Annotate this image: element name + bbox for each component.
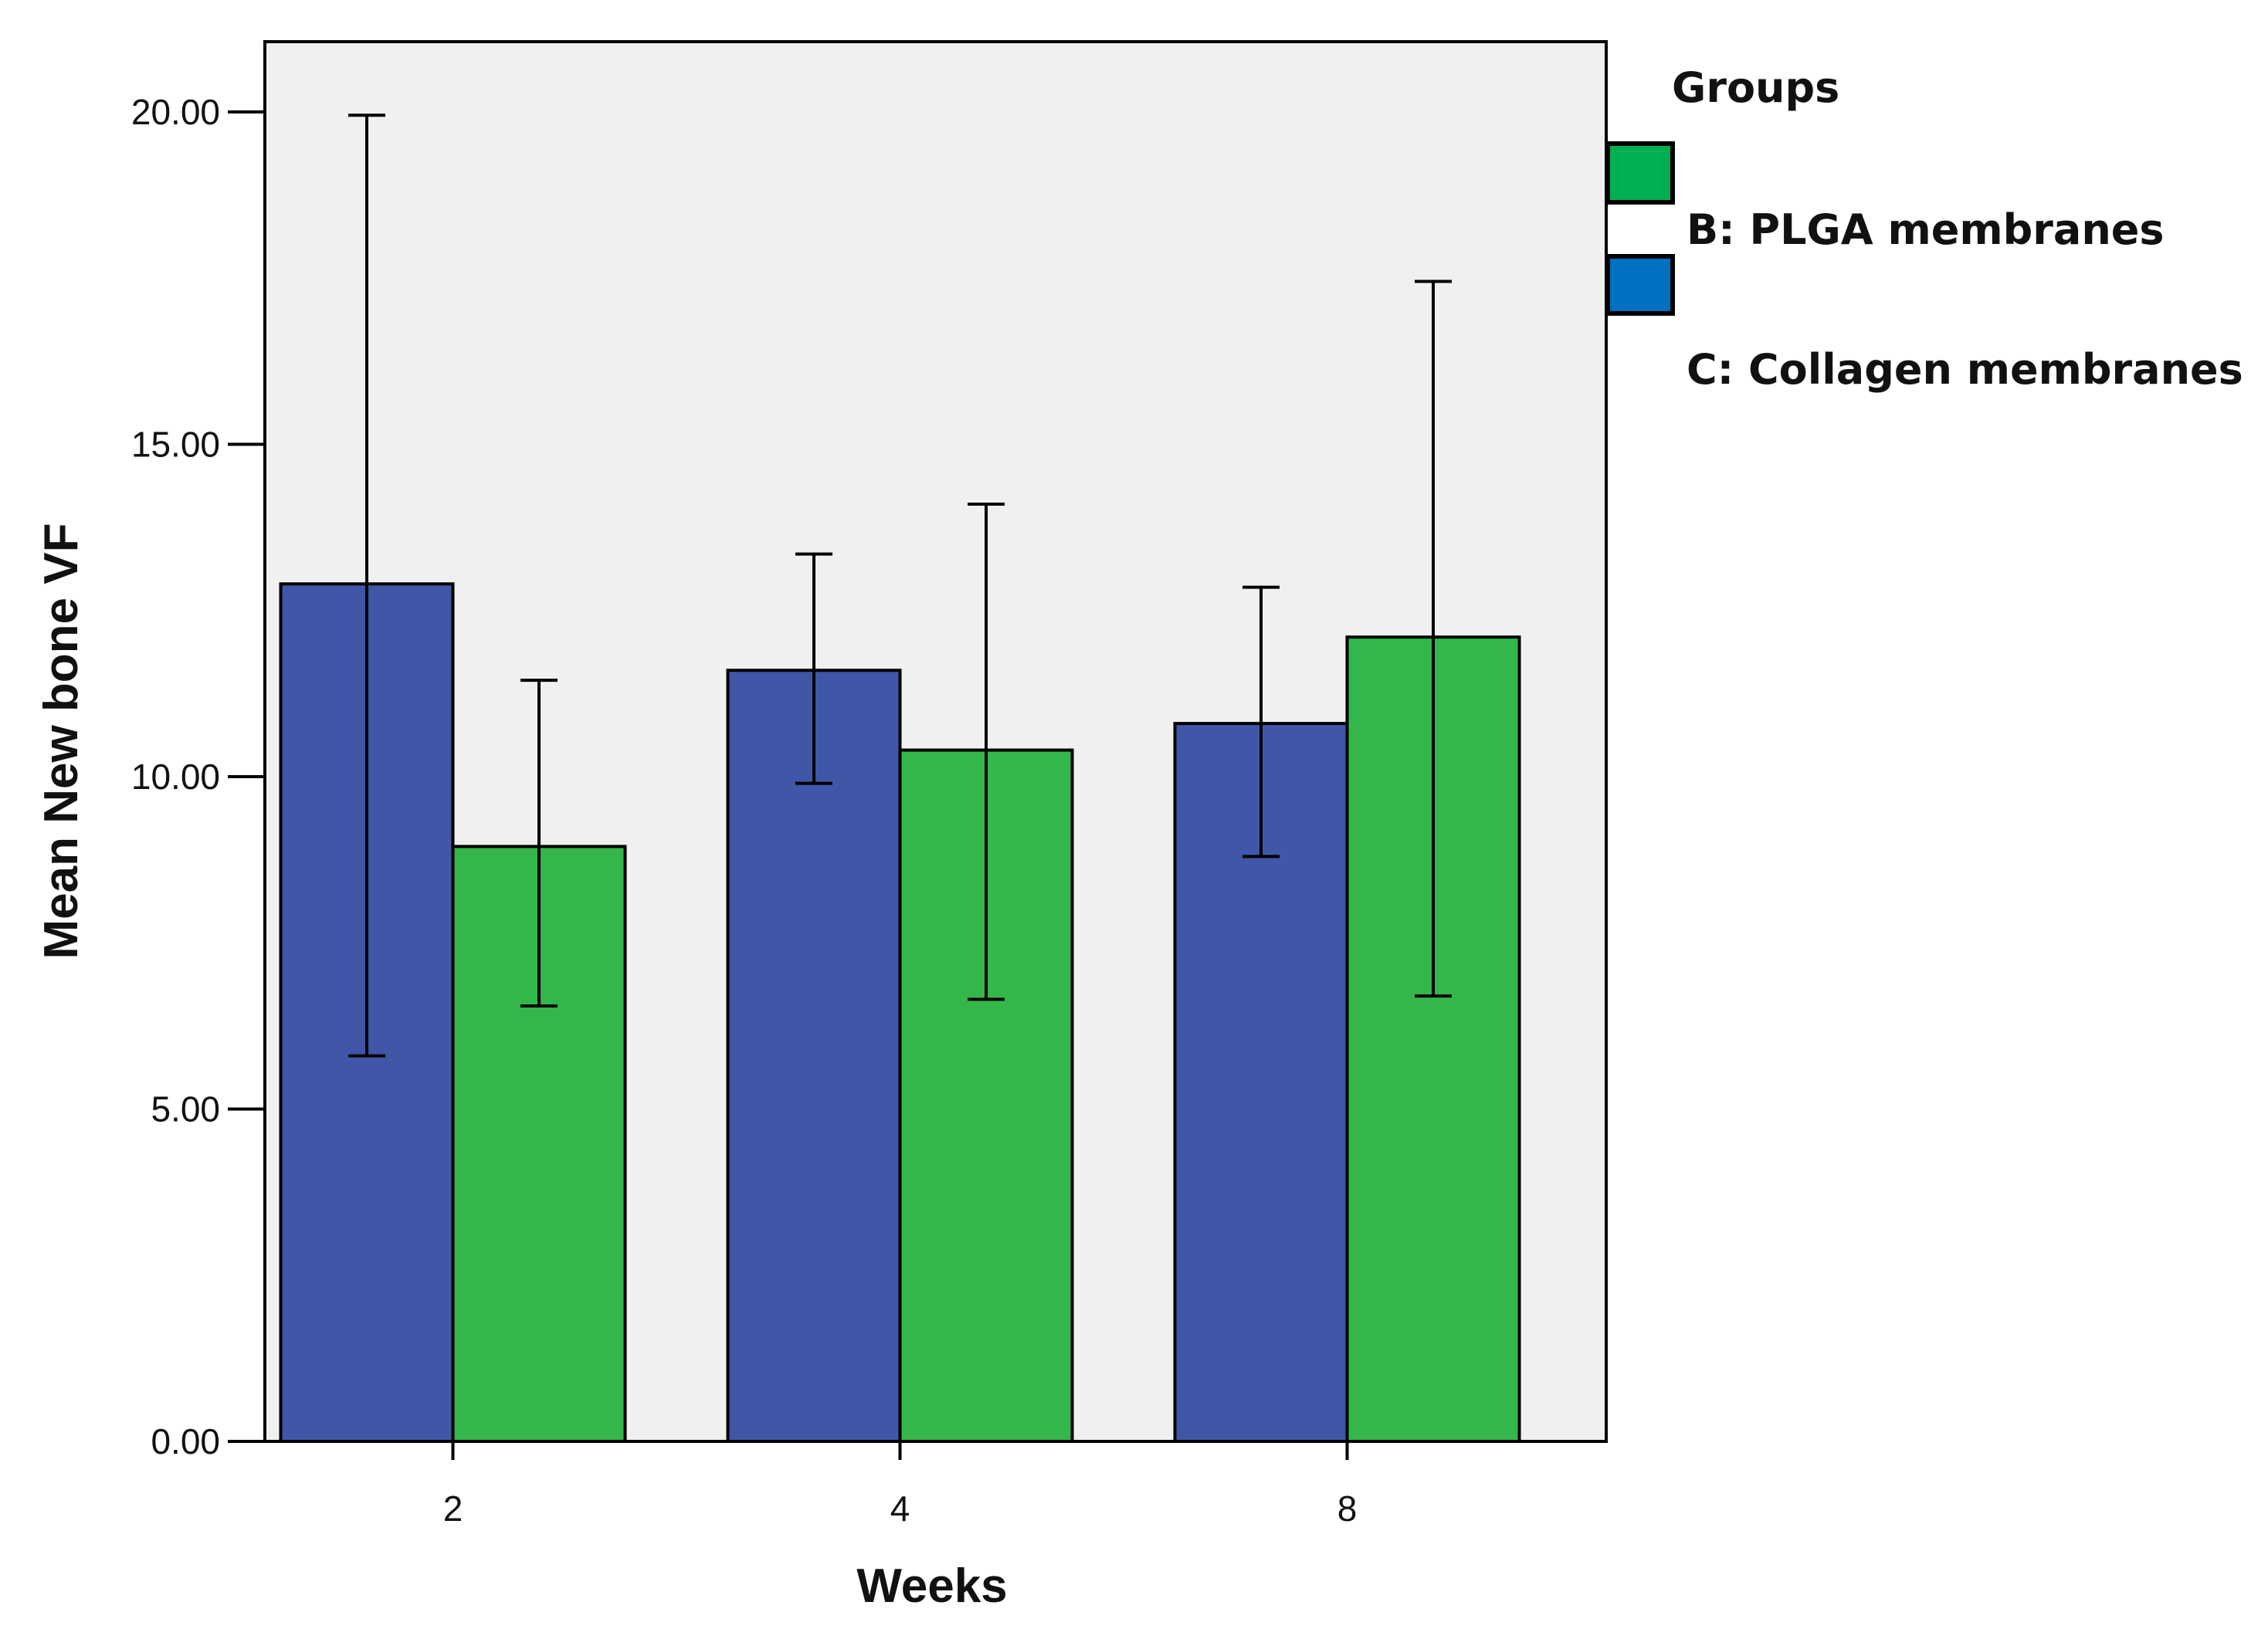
y-tick-label: 20.00	[131, 92, 220, 132]
y-tick-label: 10.00	[131, 757, 220, 797]
y-tick-label: 0.00	[151, 1421, 220, 1461]
legend-swatch-collagen	[1605, 254, 1675, 316]
bar-collagen-week-4	[726, 669, 902, 1443]
x-axis-title: Weeks	[856, 1560, 1007, 1613]
legend-label-plga: B: PLGA membranes	[1687, 205, 2165, 254]
legend: Groups B: PLGA membranes C: Collagen mem…	[1605, 63, 2243, 394]
x-tick-label: 2	[443, 1488, 463, 1529]
legend-label-collagen: C: Collagen membranes	[1687, 345, 2243, 394]
y-tick-label: 5.00	[151, 1089, 220, 1129]
y-axis-title: Mean New bone VF	[35, 523, 88, 960]
x-tick-label: 4	[890, 1488, 910, 1529]
legend-swatch-plga	[1605, 141, 1675, 205]
x-tick-label: 8	[1337, 1488, 1358, 1529]
legend-title: Groups	[1672, 63, 1839, 112]
y-tick-label: 15.00	[131, 425, 220, 465]
